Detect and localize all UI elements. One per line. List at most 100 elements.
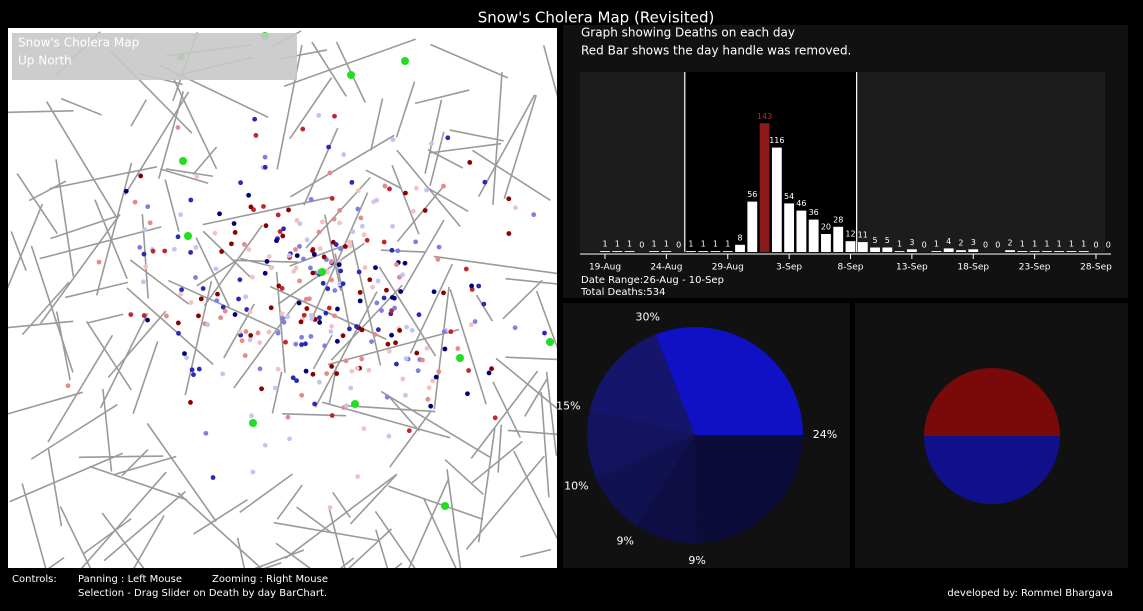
street: [55, 311, 71, 381]
street: [311, 41, 348, 97]
death-dot: [243, 294, 249, 300]
bar: [821, 234, 831, 252]
street: [55, 159, 75, 277]
street: [375, 529, 389, 568]
street: [535, 290, 557, 350]
death-dot: [441, 290, 446, 296]
death-dot: [337, 281, 343, 287]
street: [103, 490, 186, 562]
death-dot: [311, 251, 317, 257]
death-dot: [343, 358, 349, 364]
controls-zooming: Zooming : Right Mouse: [212, 574, 328, 585]
bar: [870, 247, 880, 252]
death-dot: [297, 221, 303, 227]
death-dot: [308, 312, 314, 318]
death-dot: [366, 367, 372, 373]
street: [59, 506, 92, 568]
street: [240, 257, 275, 268]
x-tick-label: 18-Sep: [957, 263, 989, 273]
bar-value-label: 0: [639, 241, 644, 250]
death-dot: [188, 249, 194, 255]
bar: [784, 203, 795, 252]
death-dot: [182, 351, 187, 357]
bar-value-label: 1: [725, 240, 730, 249]
death-dot: [492, 415, 498, 421]
bar: [845, 241, 856, 252]
street: [389, 411, 432, 468]
death-dot: [275, 330, 281, 336]
street: [370, 98, 384, 151]
death-dot: [428, 403, 434, 409]
street: [492, 72, 503, 205]
map-layer: [8, 30, 557, 568]
street: [275, 542, 311, 568]
street: [426, 187, 469, 213]
bar: [698, 251, 709, 252]
death-dot: [281, 319, 287, 325]
pump: [347, 71, 355, 79]
death-dot: [402, 392, 408, 398]
death-dot: [414, 185, 419, 191]
death-dot: [294, 378, 299, 384]
death-dot: [268, 265, 274, 271]
death-dot: [463, 266, 469, 272]
bar: [600, 251, 610, 252]
death-dot: [422, 208, 428, 213]
death-dot: [294, 217, 300, 223]
bar-value-label: 1: [713, 240, 718, 249]
death-dot: [232, 312, 238, 317]
bar-title: Graph showing Deaths on each day: [581, 26, 795, 40]
pump: [351, 400, 359, 408]
death-dot: [255, 330, 261, 336]
street: [408, 477, 450, 568]
bar: [931, 251, 942, 252]
bar: [1054, 251, 1065, 252]
death-dot: [175, 125, 181, 130]
death-dot: [214, 298, 220, 304]
bar-value-label: 1: [1044, 240, 1049, 249]
street: [21, 483, 47, 568]
death-dot: [410, 208, 416, 214]
death-dot: [326, 144, 332, 150]
death-dot: [191, 372, 196, 378]
street: [502, 279, 543, 320]
death-dot: [342, 244, 348, 249]
street: [132, 341, 159, 414]
death-dot: [390, 223, 395, 229]
bar: [906, 249, 917, 252]
death-dot: [141, 251, 147, 257]
death-dot: [415, 368, 421, 374]
death-dot: [297, 278, 302, 284]
street: [129, 259, 190, 305]
death-dot: [336, 262, 342, 268]
bar-value-label: 1: [934, 240, 939, 249]
death-dot: [266, 254, 272, 259]
death-dot: [467, 160, 473, 165]
death-dot: [337, 208, 343, 213]
pie-slice: [596, 435, 695, 527]
street: [89, 465, 188, 501]
street: [414, 89, 470, 105]
page-title: Snow's Cholera Map (Revisited): [478, 9, 715, 27]
pie-chart: [924, 368, 1060, 504]
street: [271, 371, 283, 414]
death-dot: [441, 183, 446, 189]
street: [50, 215, 117, 240]
street: [475, 294, 494, 322]
death-dot: [175, 320, 181, 326]
death-dot: [162, 248, 168, 254]
death-dot: [283, 339, 288, 345]
death-dot: [293, 265, 299, 271]
death-dot: [375, 278, 381, 284]
death-dot: [375, 327, 381, 333]
street: [296, 506, 333, 534]
death-dot: [369, 339, 374, 345]
death-dot: [394, 262, 399, 267]
street: [85, 320, 132, 391]
street: [273, 521, 380, 542]
death-dot: [396, 274, 402, 280]
death-dot: [274, 238, 279, 244]
street: [8, 203, 44, 289]
street: [114, 455, 177, 476]
